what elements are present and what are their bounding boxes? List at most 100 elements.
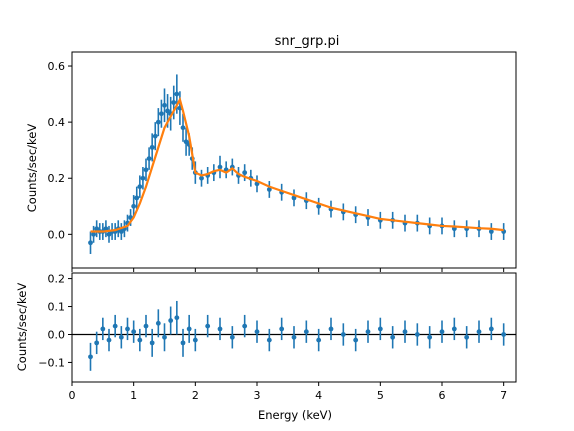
data-point bbox=[183, 139, 189, 145]
data-point bbox=[192, 337, 198, 343]
data-point bbox=[143, 167, 149, 173]
top-y-ticks: 0.0 0.2 0.4 0.6 bbox=[48, 60, 72, 241]
data-point bbox=[100, 326, 106, 332]
data-point bbox=[266, 187, 272, 192]
bottom-y-axis-label: Counts/sec/keV bbox=[15, 283, 29, 372]
data-point bbox=[316, 337, 322, 343]
data-point bbox=[476, 329, 482, 335]
data-point bbox=[488, 326, 494, 332]
model-curve bbox=[90, 96, 504, 233]
data-point bbox=[242, 323, 248, 329]
data-point bbox=[217, 164, 223, 170]
data-point bbox=[106, 231, 112, 237]
data-point bbox=[205, 323, 211, 329]
data-point bbox=[451, 326, 457, 332]
data-point bbox=[118, 229, 124, 234]
data-point bbox=[88, 240, 93, 246]
data-point bbox=[155, 320, 161, 326]
data-point bbox=[229, 334, 235, 340]
data-point bbox=[171, 100, 177, 105]
y-tick-label: 0.2 bbox=[48, 172, 66, 185]
data-point bbox=[266, 337, 272, 343]
data-point bbox=[155, 119, 161, 125]
top-axes-frame bbox=[71, 51, 517, 269]
data-point bbox=[303, 329, 309, 335]
data-point bbox=[125, 326, 130, 332]
top-x-ticks bbox=[71, 268, 505, 272]
data-point bbox=[165, 108, 170, 114]
data-point bbox=[94, 340, 100, 346]
data-point bbox=[328, 326, 334, 332]
data-point bbox=[162, 334, 167, 340]
data-point bbox=[464, 334, 470, 340]
data-point bbox=[137, 184, 143, 190]
y-tick-label: 0.0 bbox=[48, 228, 66, 241]
data-point bbox=[501, 332, 507, 337]
data-point bbox=[103, 226, 109, 232]
data-point bbox=[94, 226, 100, 232]
data-point bbox=[316, 203, 322, 209]
data-point bbox=[180, 125, 186, 131]
data-point bbox=[353, 337, 359, 343]
data-point bbox=[149, 144, 155, 150]
data-point bbox=[291, 195, 297, 201]
data-point bbox=[146, 156, 152, 161]
data-point bbox=[88, 354, 93, 360]
data-point bbox=[112, 323, 118, 329]
data-point bbox=[168, 318, 174, 323]
y-tick-label: −0.1 bbox=[38, 356, 65, 369]
data-point bbox=[291, 334, 297, 340]
chart-title: snr_grp.pi bbox=[275, 34, 340, 49]
data-point bbox=[242, 170, 248, 176]
data-point bbox=[279, 326, 285, 332]
data-point bbox=[149, 340, 155, 346]
data-point bbox=[439, 329, 445, 335]
y-tick-label: 0.1 bbox=[48, 301, 66, 314]
data-point bbox=[131, 203, 137, 209]
data-point bbox=[254, 329, 260, 335]
bottom-x-ticks: 0 1 2 3 4 5 6 7 bbox=[69, 382, 507, 402]
data-point bbox=[402, 329, 408, 335]
data-point bbox=[414, 332, 420, 337]
data-point bbox=[143, 323, 149, 329]
data-point bbox=[174, 91, 180, 97]
bottom-axes-frame bbox=[71, 272, 517, 383]
y-tick-label: 0.6 bbox=[48, 60, 66, 73]
data-point bbox=[91, 231, 96, 237]
data-point bbox=[377, 326, 383, 332]
data-point bbox=[390, 334, 396, 340]
data-point bbox=[118, 334, 124, 340]
spectrum-panel: snr_grp.pi Counts/sec/keV 0.0 0.2 0.4 0.6 bbox=[25, 34, 517, 272]
residuals-panel: Counts/sec/keV Energy (keV) −0.1 0.0 0.1 0.… bbox=[15, 272, 517, 422]
data-point bbox=[137, 337, 143, 343]
x-axis-label: Energy (keV) bbox=[258, 408, 332, 422]
data-point bbox=[174, 315, 180, 321]
data-point bbox=[199, 175, 204, 181]
data-point bbox=[180, 340, 186, 346]
x-tick-label: 6 bbox=[439, 389, 446, 402]
x-tick-label: 4 bbox=[315, 389, 322, 402]
data-point bbox=[365, 329, 371, 335]
data-point bbox=[340, 332, 346, 337]
data-point bbox=[131, 329, 137, 335]
y-tick-label: 0.2 bbox=[48, 273, 66, 286]
y-tick-label: 0.0 bbox=[48, 328, 66, 341]
x-tick-label: 2 bbox=[192, 389, 199, 402]
y-tick-label: 0.4 bbox=[48, 116, 66, 129]
x-tick-label: 3 bbox=[254, 389, 261, 402]
data-point bbox=[134, 195, 140, 201]
data-point bbox=[162, 102, 167, 108]
data-point bbox=[140, 175, 146, 181]
x-tick-label: 7 bbox=[500, 389, 507, 402]
x-tick-label: 0 bbox=[69, 389, 76, 402]
data-point bbox=[159, 111, 164, 117]
data-point bbox=[217, 326, 223, 332]
data-point bbox=[427, 334, 433, 340]
x-tick-label: 1 bbox=[130, 389, 137, 402]
residual-data-points bbox=[88, 300, 507, 371]
data-point bbox=[488, 229, 494, 234]
data-point bbox=[186, 326, 192, 332]
data-point bbox=[106, 337, 112, 343]
bottom-y-ticks: −0.1 0.0 0.1 0.2 bbox=[38, 273, 72, 369]
